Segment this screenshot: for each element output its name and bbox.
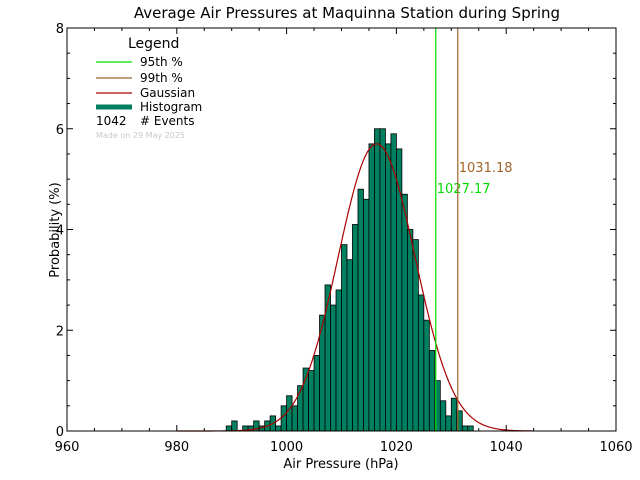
legend-label-gaussian: Gaussian [140, 86, 195, 100]
histogram-bar [231, 420, 238, 432]
histogram-bar [385, 143, 392, 432]
x-tick-label: 980 [164, 440, 189, 455]
chart-title: Average Air Pressures at Maquinna Statio… [134, 4, 560, 22]
x-tick-label: 1040 [490, 440, 523, 455]
histogram-bar [368, 143, 375, 432]
histogram-bar [280, 405, 287, 432]
legend: Legend 95th % 99th % Gaussian Histogram … [96, 36, 202, 140]
y-tick-label: 0 [56, 425, 64, 440]
percentile-lines: 1027.17 1031.18 [435, 28, 513, 431]
x-tick-label: 1000 [270, 440, 303, 455]
percentile-label-95th: 1027.17 [437, 182, 491, 197]
histogram-bar [286, 395, 293, 432]
histogram-bar [330, 304, 337, 432]
histogram-bar [401, 193, 408, 432]
histogram-bar [450, 397, 458, 432]
histogram-bar [423, 319, 430, 432]
y-axis-label: Probability (%) [48, 182, 63, 277]
histogram-bar [335, 289, 342, 432]
histogram-bar [324, 284, 331, 432]
histogram-bar [428, 349, 436, 432]
histogram-bar [352, 224, 359, 432]
legend-label-95th: 95th % [140, 55, 183, 69]
y-tick-label: 8 [56, 22, 64, 37]
x-tick-label: 960 [55, 440, 80, 455]
events-count: 1042 [96, 114, 127, 128]
y-ticks: 0 2 4 6 8 [56, 22, 616, 440]
y-tick-label: 4 [56, 224, 64, 239]
histogram-bar [275, 425, 282, 432]
histogram [225, 128, 474, 432]
percentile-label-99th: 1031.18 [459, 161, 513, 176]
legend-label-99th: 99th % [140, 71, 183, 85]
y-tick-label: 6 [56, 123, 64, 138]
histogram-bar [417, 294, 425, 432]
legend-title: Legend [128, 36, 179, 52]
legend-label-histogram: Histogram [140, 100, 202, 114]
histogram-bar [406, 229, 414, 432]
histogram-bar [467, 425, 474, 432]
histogram-bar [461, 425, 469, 432]
histogram-bar [357, 188, 364, 432]
histogram-bar [291, 405, 298, 432]
x-ticks: 960 980 1000 1020 1040 1060 [55, 28, 633, 455]
x-tick-label: 1020 [380, 440, 413, 455]
histogram-bar [439, 400, 447, 432]
histogram-bar [297, 385, 304, 432]
histogram-bar [374, 128, 381, 432]
events-label: # Events [140, 114, 195, 128]
histogram-bar [346, 259, 353, 432]
y-tick-label: 2 [56, 324, 64, 339]
histogram-bar [363, 198, 370, 432]
histogram-bar [313, 355, 320, 432]
x-axis-label: Air Pressure (hPa) [283, 457, 398, 472]
made-on-note: Made on 29 May 2025 [96, 131, 185, 140]
histogram-bar [379, 128, 386, 432]
histogram-bar [445, 415, 452, 432]
histogram-bar [308, 370, 315, 432]
x-tick-label: 1060 [599, 440, 632, 455]
histogram-bar [341, 244, 348, 432]
